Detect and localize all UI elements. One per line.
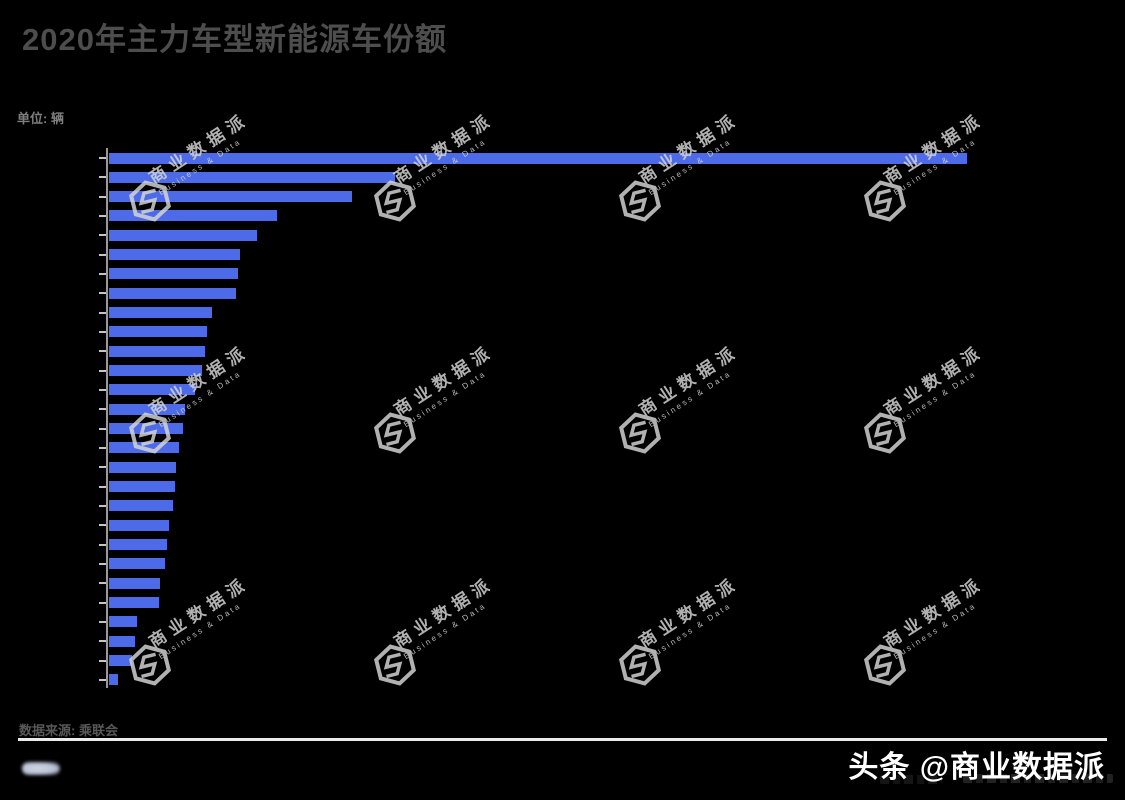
bar [109,191,352,203]
axis-tick [99,466,106,469]
bar [109,674,118,686]
source-label: 数据来源: 乘联会 [19,723,118,738]
bar [109,616,137,628]
axis-tick [99,195,106,198]
brand-watermark-text: 商业数据派 Business & Data [390,573,498,661]
axis-tick [99,543,106,546]
chart-title: 2020年主力车型新能源车份额 [22,22,447,57]
axis-tick [99,292,106,295]
axis-tick [99,446,106,449]
axis-tick [99,330,106,333]
brand-watermark: 商业数据派 Business & Data [618,341,768,455]
brand-watermark: 商业数据派 Business & Data [373,109,523,223]
bar [109,461,176,473]
bar [109,403,185,415]
bar [109,171,395,183]
bar [109,442,179,454]
corner-logo-blob [22,762,60,775]
brand-watermark: 商业数据派 Business & Data [618,109,768,223]
y-axis-line [106,148,108,688]
bar [109,481,175,493]
bar [109,345,205,357]
brand-watermark-text: 商业数据派 Business & Data [635,341,743,429]
axis-tick [99,562,106,565]
bar [109,635,135,647]
hexagon-logo-icon [373,412,417,454]
axis-tick [99,659,106,662]
bar [109,249,240,261]
axis-tick [99,157,106,159]
bar [109,326,207,338]
bar [109,307,212,319]
hexagon-logo-icon [863,180,907,222]
brand-watermark-text: 商业数据派 Business & Data [880,109,988,197]
bar [109,519,169,531]
brand-watermark-text: 商业数据派 Business & Data [880,573,988,661]
brand-watermark: 商业数据派 Business & Data [863,109,1013,223]
bar [109,500,173,512]
bar [109,597,159,609]
bar [109,384,195,396]
brand-watermark-text: 商业数据派 Business & Data [635,109,743,197]
axis-tick [99,408,106,411]
brand-watermark-text: 商业数据派 Business & Data [880,341,988,429]
axis-tick [99,485,106,488]
footer-divider [18,738,1107,741]
axis-tick [99,524,106,527]
bar [109,210,277,222]
brand-watermark: 商业数据派 Business & Data [128,109,278,223]
axis-tick [99,176,106,179]
axis-tick [99,369,106,372]
brand-watermark-text: 商业数据派 Business & Data [635,573,743,661]
unit-label: 单位: 辆 [17,111,64,126]
brand-watermark-text: 商业数据派 Business & Data [145,573,253,661]
brand-watermark-text: 商业数据派 Business & Data [390,341,498,429]
axis-tick [99,272,106,275]
hexagon-logo-icon [373,644,417,686]
hexagon-logo-icon [618,412,662,454]
bar [109,655,132,667]
footer-brand-watermark: 头条 @商业数据派 [848,751,1105,784]
bar [109,365,202,377]
bar [109,268,238,280]
axis-tick [99,388,106,391]
footer-sub-smudge [963,774,1113,783]
hexagon-logo-icon [618,644,662,686]
axis-tick [99,620,106,623]
axis-tick [99,234,106,237]
hexagon-logo-icon [863,644,907,686]
axis-tick [99,601,106,604]
hexagon-logo-icon [618,180,662,222]
footer-sub-smudge [880,775,942,784]
bar [109,423,183,435]
axis-tick [99,640,106,643]
bar [109,152,967,164]
axis-tick [99,678,106,681]
brand-watermark-text: 商业数据派 Business & Data [390,109,498,197]
brand-watermark: 商业数据派 Business & Data [618,573,768,687]
axis-tick [99,350,106,353]
bar [109,229,257,241]
bar [109,558,165,570]
axis-tick [99,582,106,585]
bar [109,287,236,299]
brand-watermark: 商业数据派 Business & Data [863,341,1013,455]
brand-watermark: 商业数据派 Business & Data [373,341,523,455]
axis-tick [99,253,106,256]
bar [109,539,167,551]
brand-watermark: 商业数据派 Business & Data [373,573,523,687]
axis-tick [99,311,106,314]
brand-watermark: 商业数据派 Business & Data [863,573,1013,687]
axis-tick [99,504,106,507]
axis-tick [99,427,106,430]
bar [109,577,160,589]
axis-tick [99,214,106,217]
hexagon-logo-icon [863,412,907,454]
brand-watermark-text: 商业数据派 Business & Data [145,109,253,197]
